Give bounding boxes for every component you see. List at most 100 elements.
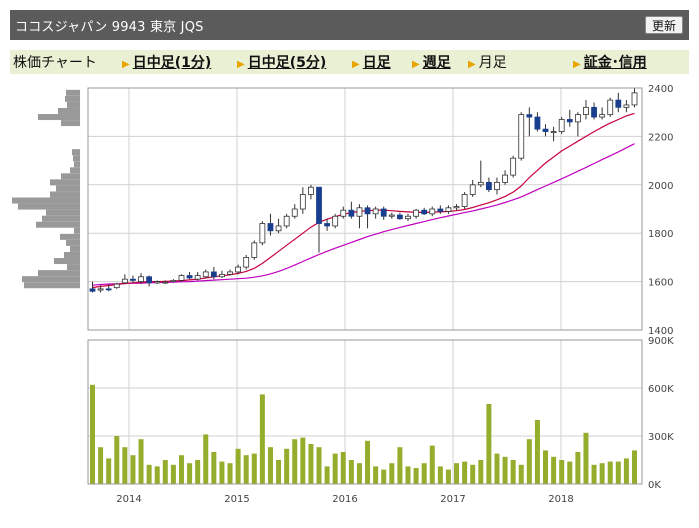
candle-up: [445, 207, 452, 212]
volume-bar: [583, 432, 589, 484]
candle-down: [316, 186, 322, 224]
price-volume-bar: [24, 282, 80, 289]
candle-down: [615, 99, 622, 108]
candle-up: [219, 273, 225, 278]
tab-daily-label: 日足: [362, 55, 391, 71]
x-tick-label: 2017: [440, 494, 465, 505]
candle-up: [356, 207, 363, 217]
volume-bar: [486, 404, 492, 484]
price-volume-bar: [64, 251, 80, 258]
price-volume-bar: [46, 209, 80, 216]
volume-tick-label: 300K: [648, 432, 674, 443]
volume-bar: [445, 469, 451, 484]
volume-bar: [146, 464, 152, 484]
candle-up: [405, 215, 411, 220]
volume-bar: [510, 460, 516, 484]
volume-bar: [154, 466, 160, 484]
arrow-right-icon: ▶: [412, 59, 420, 70]
volume-bar: [632, 450, 637, 484]
candle-up: [461, 194, 468, 207]
price-tick-label: 1800: [648, 229, 673, 240]
volume-bar: [332, 453, 338, 484]
arrow-right-icon: ▶: [468, 59, 476, 70]
volume-bar: [462, 461, 468, 484]
price-volume-bar: [50, 191, 80, 198]
volume-bar: [373, 466, 379, 484]
volume-tick-label: 900K: [648, 336, 674, 347]
candle-down: [210, 271, 217, 278]
volume-bar: [195, 460, 201, 484]
tab-weekly[interactable]: ▶ 週足: [412, 52, 451, 72]
candle-up: [138, 276, 144, 283]
volume-bar: [389, 463, 395, 484]
candle-down: [534, 116, 541, 130]
volume-bar: [534, 420, 540, 484]
tab-intraday-5min[interactable]: ▶ 日中足(5分): [237, 52, 326, 72]
volume-bar: [300, 437, 306, 484]
candle-up: [558, 119, 565, 132]
volume-bar: [381, 469, 387, 484]
tab-monthly[interactable]: ▶ 月足: [468, 52, 507, 72]
volume-bar: [259, 394, 265, 484]
volume-bar: [348, 460, 354, 484]
volume-bar: [356, 463, 362, 484]
price-volume-bar: [12, 197, 80, 204]
price-volume-bar: [61, 173, 80, 180]
price-volume-bar: [65, 95, 80, 102]
price-volume-bar: [60, 233, 80, 240]
candle-up: [607, 99, 614, 116]
candle-up: [518, 114, 525, 159]
price-volume-bar: [36, 221, 80, 228]
price-volume-bar: [38, 114, 80, 121]
refresh-button[interactable]: 更新: [644, 16, 683, 34]
candle-down: [130, 278, 136, 281]
candle-up: [623, 104, 630, 108]
price-tick-label: 2000: [648, 181, 673, 192]
candle-up: [97, 288, 104, 291]
candle-down: [324, 223, 330, 227]
candle-up: [121, 278, 128, 284]
volume-bar: [591, 464, 597, 484]
volume-bar: [211, 452, 217, 484]
price-volume-bar: [66, 239, 80, 246]
candle-down: [186, 275, 193, 279]
candle-up: [583, 106, 589, 116]
volume-bar: [130, 455, 136, 484]
volume-bar: [607, 461, 613, 484]
candle-up: [308, 186, 314, 195]
tab-margin-credit[interactable]: ▶ 証金･信用: [573, 52, 647, 72]
volume-bar: [122, 447, 128, 484]
candle-up: [494, 181, 500, 191]
candle-up: [170, 279, 177, 283]
candle-down: [526, 114, 533, 118]
volume-bar: [267, 447, 273, 484]
volume-bar: [429, 445, 435, 484]
candle-up: [243, 256, 250, 268]
stock-title: ココスジャパン 9943 東京 JQS: [15, 20, 204, 35]
candle-down: [421, 209, 428, 215]
price-volume-bar: [50, 179, 80, 186]
moving-average-long: [92, 143, 635, 286]
candle-up: [599, 114, 606, 118]
volume-bar: [219, 461, 225, 484]
price-tick-label: 1400: [648, 326, 673, 337]
arrow-right-icon: ▶: [237, 59, 245, 70]
volume-bar: [316, 447, 322, 484]
candle-up: [388, 214, 395, 217]
tab-intraday-1min[interactable]: ▶ 日中足(1分): [122, 52, 211, 72]
volume-bar: [478, 460, 484, 484]
tab-daily[interactable]: ▶ 日足: [352, 52, 391, 72]
volume-bar: [526, 439, 532, 484]
candle-up: [502, 174, 508, 183]
volume-bar: [90, 384, 95, 484]
candle-down: [397, 214, 403, 220]
price-volume-bar: [54, 258, 80, 265]
volume-bar: [543, 450, 549, 484]
candle-up: [259, 223, 266, 244]
price-volume-bar: [18, 203, 80, 210]
volume-bar: [623, 458, 629, 484]
candle-up: [372, 208, 379, 215]
volume-bar: [235, 448, 241, 484]
x-tick-label: 2018: [548, 494, 573, 505]
